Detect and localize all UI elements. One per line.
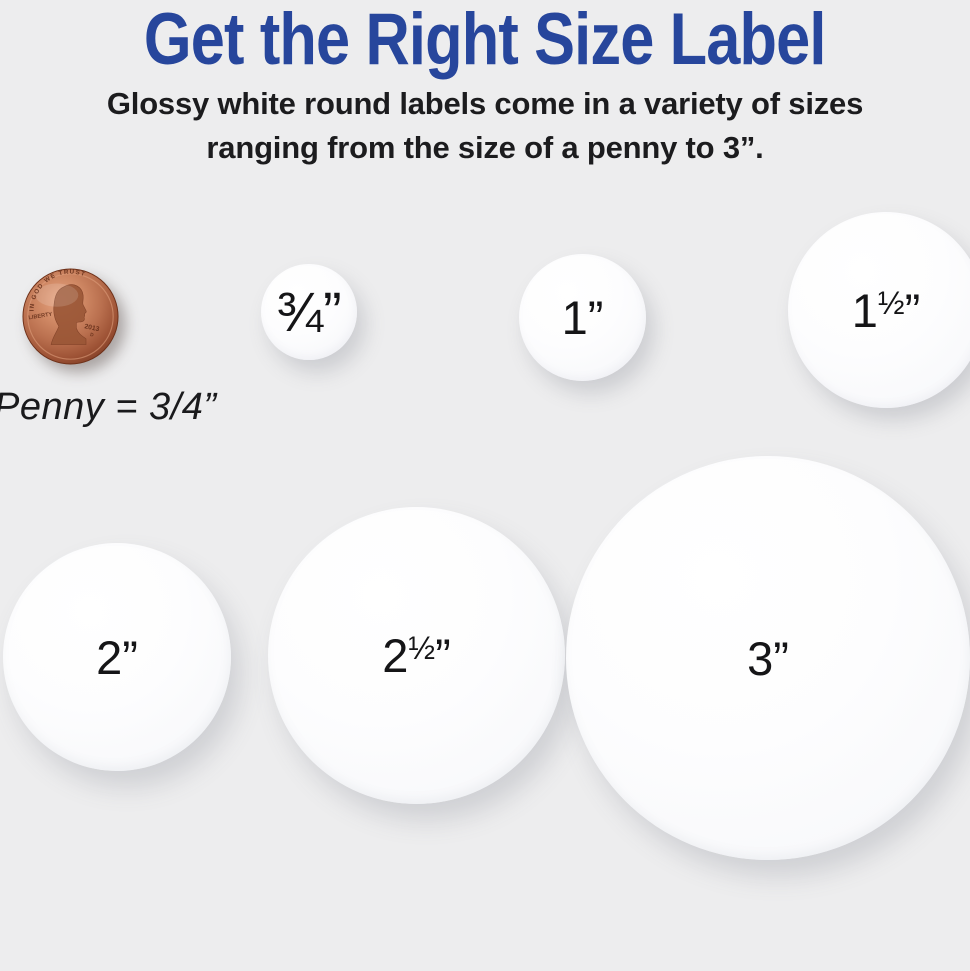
label-circle-3-inch: 3”	[566, 456, 970, 860]
penny-liberty-text: LIBERTY	[28, 312, 53, 322]
inch-mark: ”	[435, 629, 451, 682]
size-value: 1	[561, 291, 588, 344]
size-fraction: ½	[877, 284, 905, 321]
penny-photo: IN GOD WE TRUST LIBERTY 2013 D	[22, 268, 119, 365]
label-circle-2-5-inch: 2½”	[268, 507, 565, 804]
subtitle: Glossy white round labels come in a vari…	[0, 82, 970, 170]
size-fraction: ½	[408, 630, 436, 666]
penny-caption: Penny = 3/4”	[0, 386, 217, 428]
size-label-1-inch: 1”	[562, 294, 604, 341]
size-value: 3	[747, 631, 774, 685]
penny-year-text: 2013	[84, 323, 100, 333]
inch-mark: ”	[773, 631, 789, 685]
size-label-3-4-inch: ¾”	[276, 284, 341, 340]
size-label-2-5-inch: 2½”	[382, 632, 450, 679]
header: Get the Right Size Label	[0, 0, 970, 80]
size-value: 2	[382, 629, 409, 682]
label-circle-1-5-inch: 1½”	[788, 212, 970, 408]
inch-mark: ”	[587, 291, 604, 344]
label-circle-3-4-inch: ¾”	[261, 264, 357, 360]
label-circle-2-inch: 2”	[3, 543, 231, 771]
inch-mark: ”	[122, 630, 138, 684]
label-circle-1-inch: 1”	[519, 254, 646, 381]
penny-coin-graphic: IN GOD WE TRUST LIBERTY 2013 D	[22, 268, 119, 365]
subtitle-line-1: Glossy white round labels come in a vari…	[106, 86, 864, 121]
inch-mark: ”	[323, 280, 342, 343]
penny-mint-mark: D	[89, 332, 94, 339]
size-value: 1	[851, 283, 878, 337]
size-value: 2	[96, 630, 123, 684]
size-label-3-inch: 3”	[747, 635, 789, 682]
size-label-1-5-inch: 1½”	[852, 287, 920, 334]
lincoln-bust-silhouette	[50, 284, 87, 345]
size-label-2-inch: 2”	[96, 634, 138, 681]
size-value: ¾	[276, 280, 324, 343]
subtitle-line-2: ranging from the size of a penny to 3”.	[206, 130, 764, 165]
page-title: Get the Right Size Label	[144, 0, 827, 80]
inch-mark: ”	[904, 283, 921, 337]
